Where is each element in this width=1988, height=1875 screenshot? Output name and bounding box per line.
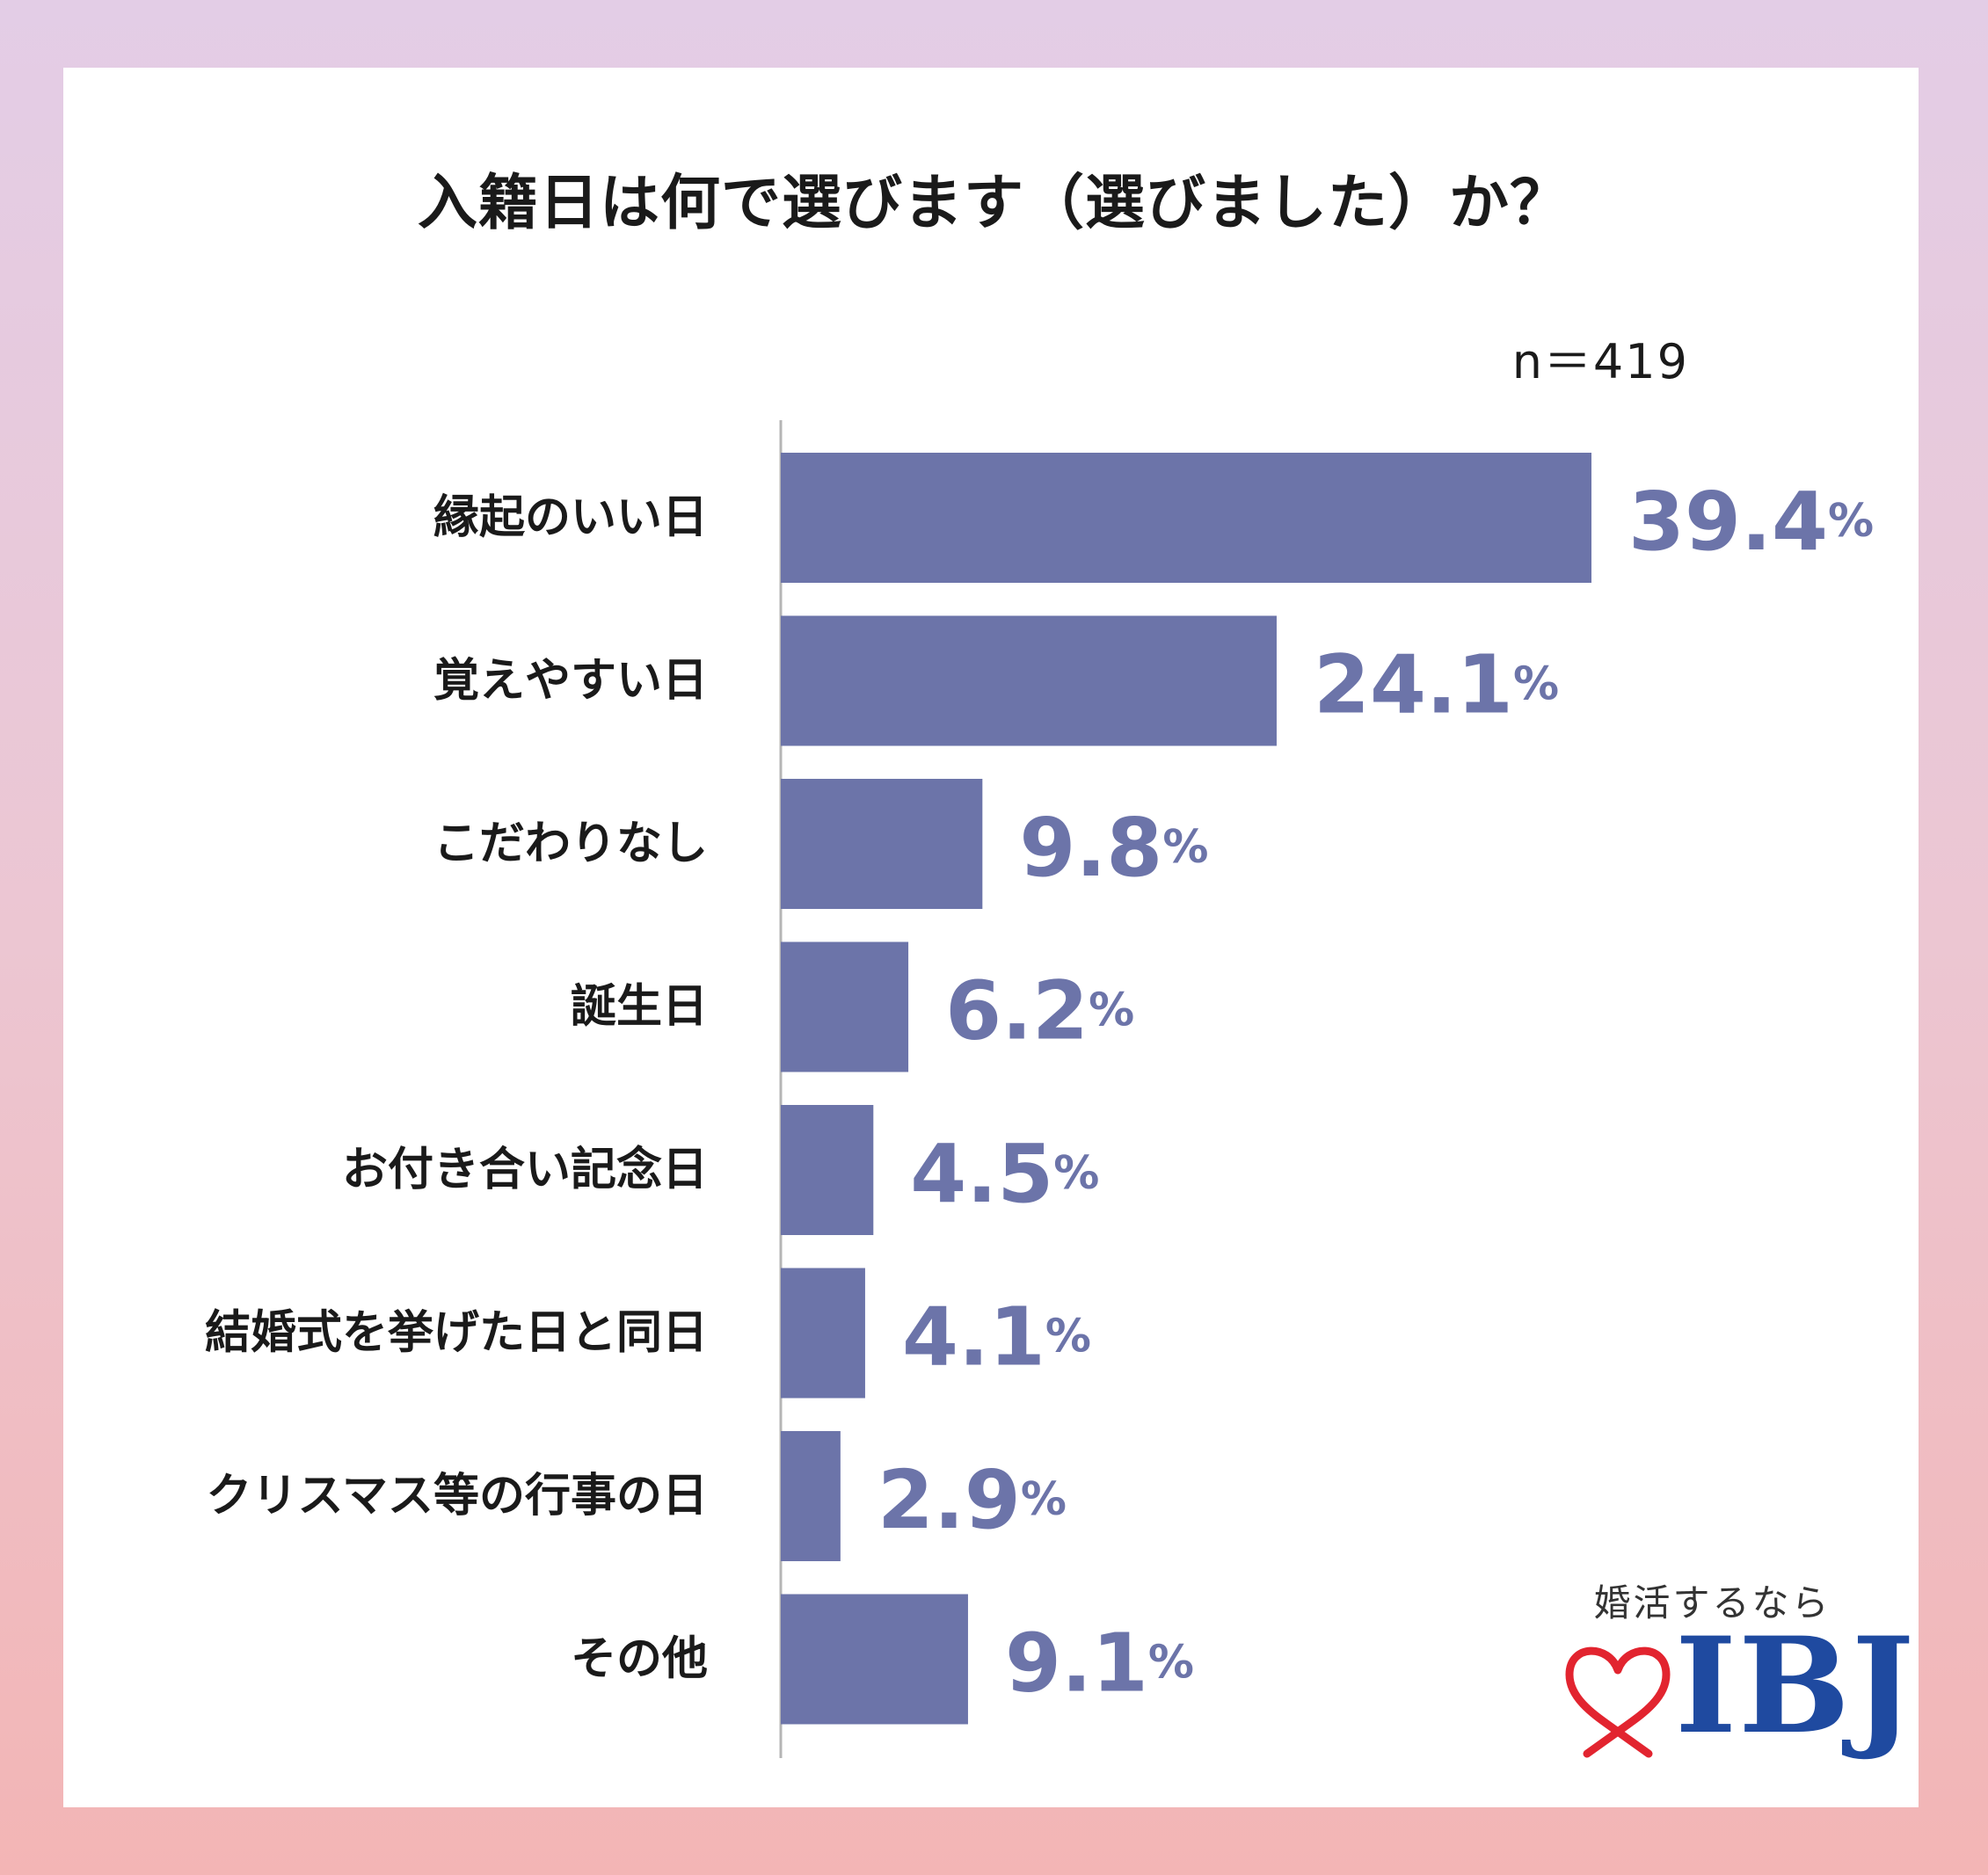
- value-label: 2.9%: [877, 1453, 1067, 1547]
- bar-7: [781, 1431, 841, 1561]
- value-label: 9.1%: [1005, 1616, 1194, 1710]
- value-label: 9.8%: [1019, 801, 1208, 895]
- logo-brand: IBJ: [1675, 1609, 1916, 1763]
- category-label: 覚えやすい日: [433, 655, 708, 708]
- chart-card: [63, 68, 1919, 1807]
- category-label: 誕生日: [571, 981, 708, 1034]
- ibj-logo: 婚活するなら IBJ: [1561, 1573, 1914, 1784]
- value-label: 6.2%: [945, 963, 1134, 1057]
- bar-3: [781, 779, 983, 909]
- category-label: お付き合い記念日: [342, 1144, 708, 1196]
- chart-title: 入籍日は何で選びます（選びました）か？: [417, 169, 1570, 238]
- bar-2: [781, 615, 1277, 746]
- bar-8: [781, 1594, 968, 1725]
- category-label: 結婚式を挙げた日と同日: [205, 1307, 708, 1360]
- bar-5: [781, 1105, 874, 1235]
- category-label: クリスマス等の行事の日: [207, 1470, 708, 1523]
- sample-size: n＝419: [1511, 334, 1689, 389]
- category-label: こだわりなし: [433, 818, 708, 870]
- value-label: 4.5%: [910, 1127, 1099, 1221]
- value-label: 39.4%: [1628, 475, 1874, 569]
- bar-1: [781, 453, 1591, 583]
- category-label: 縁起のいい日: [433, 491, 708, 544]
- logo-tagline: 婚活するなら: [1593, 1581, 1831, 1624]
- category-label: その他: [571, 1633, 708, 1686]
- bar-6: [781, 1268, 865, 1399]
- heart-ribbon-icon: [1565, 1646, 1671, 1758]
- value-label: 24.1%: [1314, 637, 1559, 731]
- value-label: 4.1%: [902, 1290, 1091, 1384]
- bar-4: [781, 941, 909, 1072]
